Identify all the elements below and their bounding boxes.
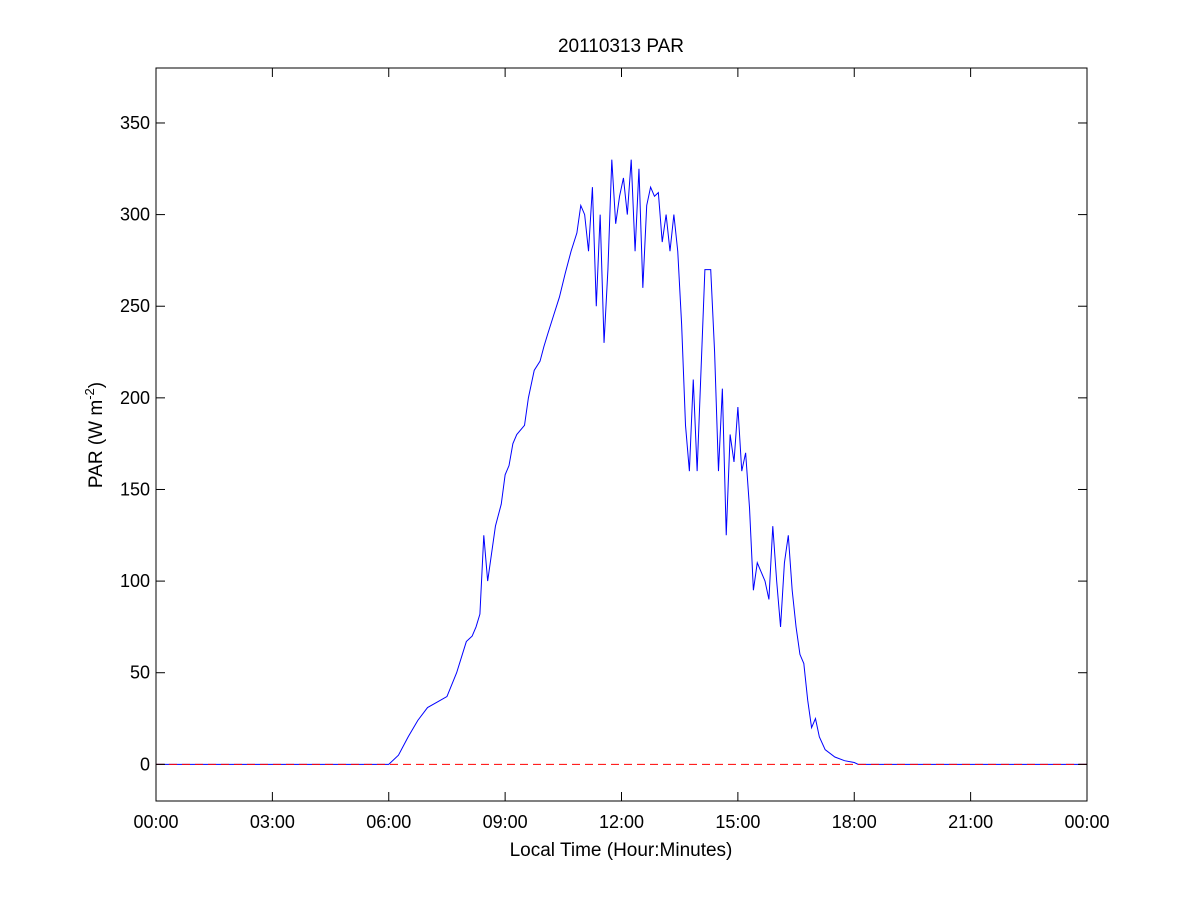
y-axis-title: PAR (W m-2) [82, 382, 107, 488]
y-tick-label: 250 [120, 296, 150, 316]
x-tick-label: 06:00 [366, 812, 411, 832]
y-tick-label: 100 [120, 571, 150, 591]
y-tick-label: 300 [120, 205, 150, 225]
x-tick-label: 12:00 [599, 812, 644, 832]
y-tick-label: 50 [130, 663, 150, 683]
x-tick-label: 03:00 [250, 812, 295, 832]
x-tick-label: 15:00 [715, 812, 760, 832]
par-series-line [156, 159, 1087, 765]
chart-title: 20110313 PAR [558, 36, 684, 57]
y-tick-label: 0 [140, 754, 150, 774]
x-tick-label: 00:00 [133, 812, 178, 832]
x-axis-title: Local Time (Hour:Minutes) [510, 840, 733, 861]
y-axis-title-superscript: -2 [82, 388, 97, 400]
y-tick-label: 350 [120, 113, 150, 133]
y-axis-title-suffix: ) [86, 382, 107, 388]
y-tick-label: 150 [120, 479, 150, 499]
x-tick-label: 09:00 [483, 812, 528, 832]
x-tick-label: 00:00 [1064, 812, 1109, 832]
y-axis-title-prefix: PAR (W m [86, 400, 107, 488]
y-tick-label: 200 [120, 388, 150, 408]
plot-area-frame [155, 67, 1088, 802]
x-tick-label: 21:00 [948, 812, 993, 832]
x-tick-label: 18:00 [832, 812, 877, 832]
